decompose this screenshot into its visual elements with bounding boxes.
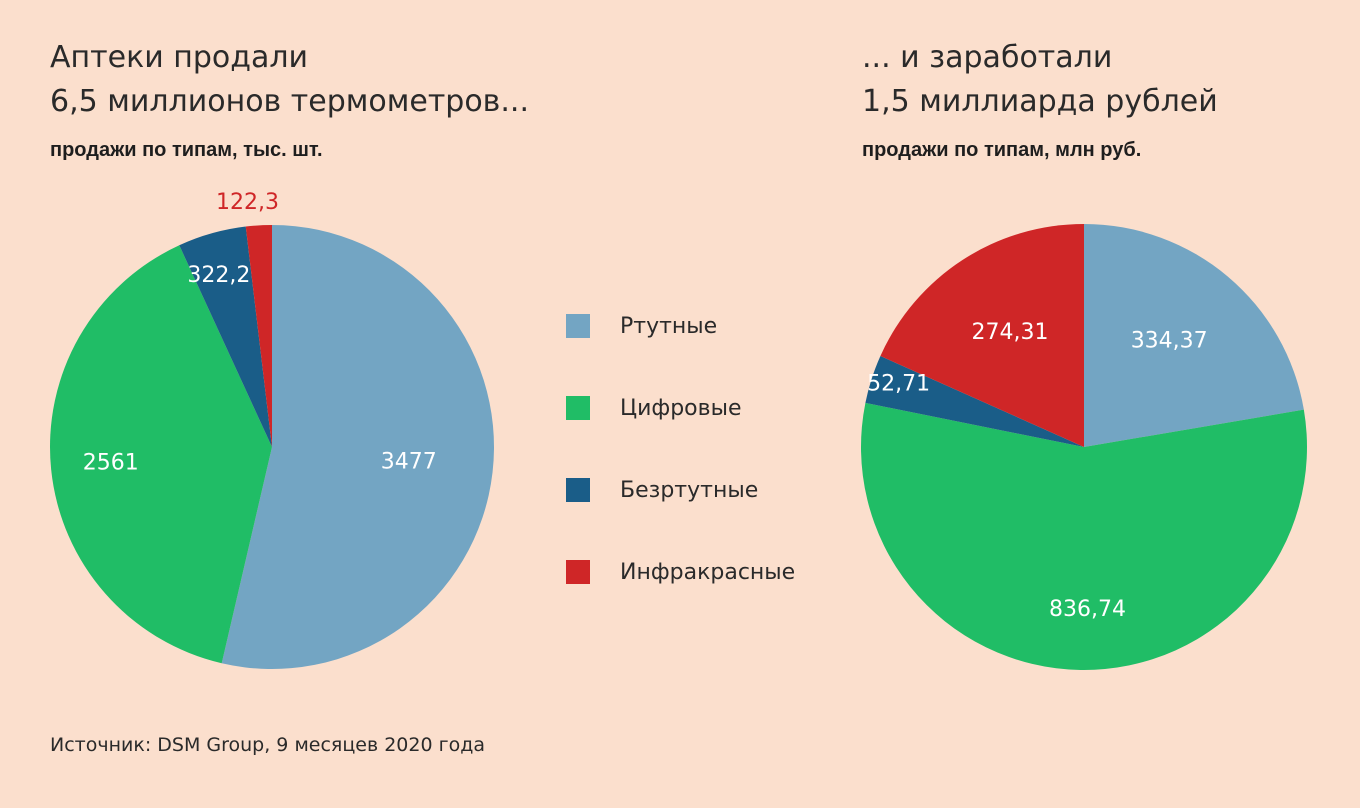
- legend-label-mercury-free: Безртутные: [620, 477, 759, 503]
- units-slice-infrared: [245, 225, 272, 447]
- legend-swatch-mercury: [566, 314, 590, 338]
- left-title-line-1: Аптеки продали: [50, 40, 309, 75]
- left-chart-subtitle: продажи по типам, тыс. шт.: [50, 139, 323, 161]
- units-slice-digital: [49, 245, 272, 664]
- legend-item-mercury: Ртутные: [566, 312, 795, 340]
- revenue-label-mercury: 334,37: [1131, 328, 1208, 353]
- right-chart-subtitle: продажи по типам, млн руб.: [862, 139, 1142, 161]
- revenue-slice-mercury-free: [865, 356, 1084, 447]
- revenue-label-infrared: 274,31: [972, 320, 1049, 345]
- legend-item-infrared: Инфракрасные: [566, 558, 795, 586]
- units-slice-mercury: [221, 225, 494, 669]
- legend-swatch-infrared: [566, 560, 590, 584]
- units-label-mercury: 3477: [381, 450, 437, 475]
- legend-swatch-mercury-free: [566, 478, 590, 502]
- units-label-infrared: 122,3: [216, 190, 279, 215]
- revenue-label-digital: 836,74: [1049, 597, 1126, 622]
- revenue-label-mercury-free: 52,71: [867, 371, 930, 396]
- revenue-slice-digital: [861, 402, 1307, 670]
- revenue-slice-mercury: [1084, 224, 1304, 447]
- units-slice-mercury-free: [179, 226, 272, 447]
- legend-swatch-digital: [566, 396, 590, 420]
- units-label-mercury-free: 322,2: [187, 263, 250, 288]
- source-note: Источник: DSM Group, 9 месяцев 2020 года: [50, 734, 485, 756]
- right-title-line-2: 1,5 миллиарда рублей: [862, 84, 1218, 119]
- legend: Ртутные Цифровые Безртутные Инфракрасные: [566, 312, 795, 640]
- legend-item-mercury-free: Безртутные: [566, 476, 795, 504]
- legend-label-digital: Цифровые: [620, 395, 742, 421]
- legend-item-digital: Цифровые: [566, 394, 795, 422]
- right-chart-title: ... и заработали 1,5 миллиарда рублей: [862, 36, 1218, 124]
- units-pie-chart: 3477 2561 322,2 122,3: [49, 190, 494, 669]
- right-title-line-1: ... и заработали: [862, 40, 1113, 75]
- revenue-slice-infrared: [880, 224, 1084, 447]
- left-title-line-2: 6,5 миллионов термометров...: [50, 84, 529, 119]
- units-label-digital: 2561: [83, 450, 139, 475]
- left-chart-title: Аптеки продали 6,5 миллионов термометров…: [50, 36, 529, 124]
- revenue-pie-chart: 334,37 836,74 52,71 274,31: [861, 224, 1307, 670]
- legend-label-mercury: Ртутные: [620, 313, 718, 339]
- legend-label-infrared: Инфракрасные: [620, 559, 796, 585]
